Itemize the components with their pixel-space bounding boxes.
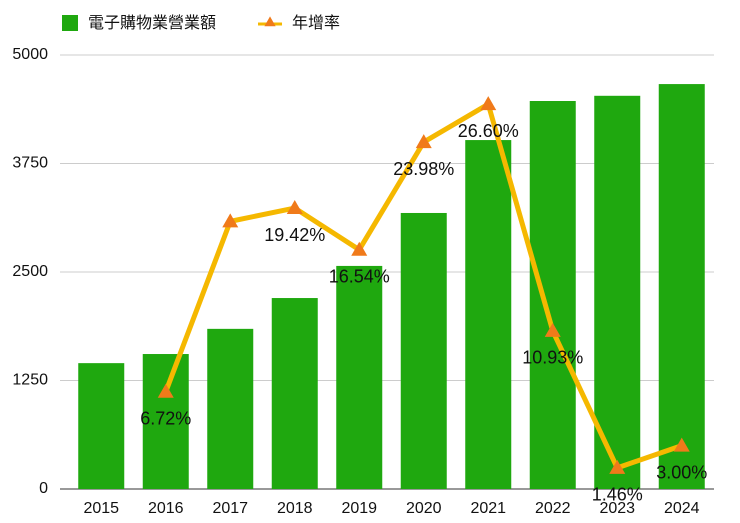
- bar: [207, 328, 254, 489]
- x-tick-label: 2017: [212, 500, 248, 517]
- x-tick-label: 2022: [535, 500, 571, 517]
- y-tick-label: 2500: [12, 263, 48, 280]
- value-label: 3.00%: [656, 462, 707, 482]
- x-tick-label: 2015: [83, 500, 119, 517]
- bar: [400, 212, 447, 489]
- value-label: 16.54%: [329, 266, 390, 286]
- x-tick-label: 2021: [470, 500, 506, 517]
- bar: [465, 140, 512, 489]
- y-tick-label: 3750: [12, 155, 48, 172]
- legend-swatch: [62, 15, 78, 31]
- bar: [658, 84, 705, 489]
- x-tick-label: 2020: [406, 500, 442, 517]
- value-label: 1.46%: [592, 485, 643, 505]
- bar: [78, 363, 125, 489]
- y-tick-label: 0: [39, 480, 48, 497]
- value-label: 10.93%: [522, 348, 583, 368]
- marker: [480, 96, 497, 111]
- bar: [529, 101, 576, 489]
- legend-label: 電子購物業營業額: [88, 14, 216, 32]
- bar: [336, 265, 383, 489]
- marker: [544, 322, 561, 337]
- value-label: 26.60%: [458, 121, 519, 141]
- y-tick-label: 5000: [12, 46, 48, 63]
- x-tick-label: 2019: [341, 500, 377, 517]
- legend-marker: [264, 16, 276, 27]
- marker: [415, 134, 432, 149]
- marker: [157, 383, 174, 398]
- x-tick-label: 2023: [599, 500, 635, 517]
- bar: [271, 298, 318, 489]
- value-label: 19.42%: [264, 225, 325, 245]
- x-tick-label: 2018: [277, 500, 313, 517]
- bar: [142, 354, 189, 489]
- marker: [222, 213, 239, 228]
- bar: [594, 95, 641, 490]
- y-tick-label: 1250: [12, 372, 48, 389]
- value-label: 6.72%: [140, 409, 191, 429]
- marker: [673, 437, 690, 452]
- x-tick-label: 2016: [148, 500, 184, 517]
- legend-label: 年增率: [292, 14, 340, 32]
- value-label: 23.98%: [393, 159, 454, 179]
- marker: [609, 459, 626, 474]
- marker: [286, 200, 303, 215]
- x-tick-label: 2024: [664, 500, 700, 517]
- marker: [351, 241, 368, 256]
